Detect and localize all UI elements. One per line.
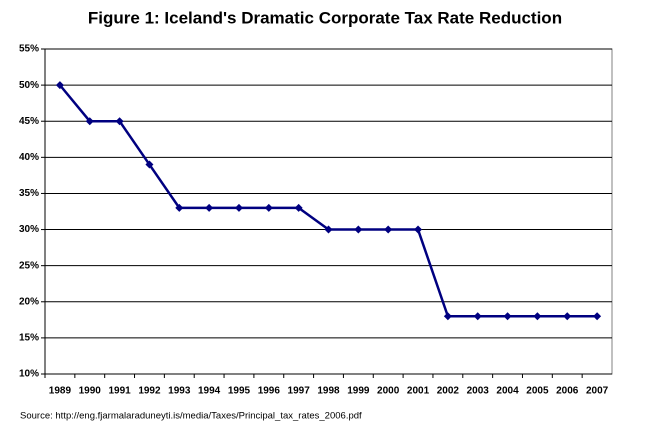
data-point: [324, 225, 333, 234]
y-tick-label: 35%: [19, 188, 39, 199]
x-tick-label: 2000: [377, 386, 400, 397]
x-tick-label: 1990: [79, 386, 102, 397]
data-point: [563, 312, 572, 321]
y-tick-label: 15%: [19, 333, 39, 344]
data-point: [85, 117, 94, 126]
x-tick-label: 2005: [526, 386, 549, 397]
x-tick-label: 1994: [198, 386, 221, 397]
source-note: Source: http://eng.fjarmalaraduneyti.is/…: [20, 411, 362, 422]
x-tick-label: 2006: [556, 386, 579, 397]
data-point: [115, 117, 124, 126]
x-tick-label: 1991: [108, 386, 131, 397]
data-point: [443, 312, 452, 321]
x-tick-label: 1993: [168, 386, 191, 397]
data-point: [55, 81, 64, 90]
data-point: [414, 225, 423, 234]
data-point: [533, 312, 542, 321]
y-tick-label: 40%: [19, 152, 39, 163]
x-tick-label: 2003: [467, 386, 490, 397]
x-tick-label: 1996: [258, 386, 281, 397]
y-tick-label: 20%: [19, 296, 39, 307]
data-point: [294, 203, 303, 212]
data-point: [384, 225, 393, 234]
data-point: [175, 203, 184, 212]
data-point: [234, 203, 243, 212]
x-tick-label: 1992: [138, 386, 161, 397]
x-tick-label: 1999: [347, 386, 370, 397]
x-tick-label: 2007: [586, 386, 609, 397]
y-tick-label: 50%: [19, 80, 39, 91]
x-tick-label: 1997: [288, 386, 311, 397]
data-point: [264, 203, 273, 212]
y-tick-label: 55%: [19, 44, 39, 55]
data-point: [354, 225, 363, 234]
x-tick-label: 2001: [407, 386, 430, 397]
y-tick-label: 45%: [19, 116, 39, 127]
data-point: [473, 312, 482, 321]
y-tick-label: 25%: [19, 260, 39, 271]
x-tick-label: 2004: [496, 386, 519, 397]
chart-title: Figure 1: Iceland's Dramatic Corporate T…: [88, 8, 562, 27]
x-tick-label: 1989: [49, 386, 72, 397]
y-tick-label: 30%: [19, 224, 39, 235]
x-tick-label: 2002: [437, 386, 460, 397]
data-point: [205, 203, 214, 212]
data-point: [593, 312, 602, 321]
y-tick-label: 10%: [19, 369, 39, 380]
plot-area: [44, 48, 613, 375]
data-point: [503, 312, 512, 321]
x-tick-label: 1998: [317, 386, 340, 397]
data-point: [145, 160, 154, 169]
x-tick-label: 1995: [228, 386, 251, 397]
